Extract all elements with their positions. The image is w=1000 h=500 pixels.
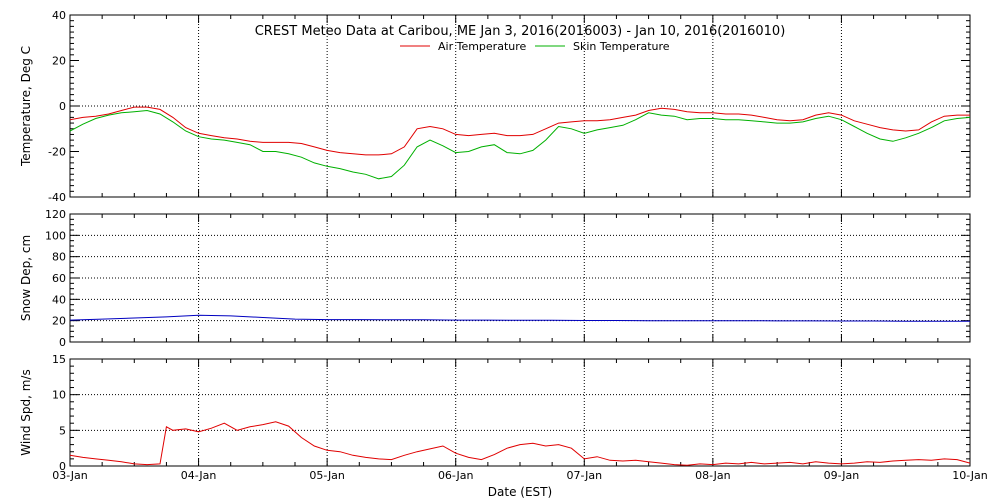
plot-frame	[69, 213, 971, 343]
y-tick-label: 100	[45, 229, 66, 242]
x-tick-label: 10-Jan	[952, 469, 988, 482]
x-tick-label: 06-Jan	[438, 469, 474, 482]
y-tick-label: 0	[59, 336, 66, 349]
y-tick-label: 40	[52, 9, 66, 22]
y-tick-label: 20	[52, 55, 66, 68]
x-tick-label: 07-Jan	[567, 469, 603, 482]
x-tick-label: 05-Jan	[309, 469, 345, 482]
y-tick-label: 80	[52, 251, 66, 264]
y-tick-label: 5	[59, 424, 66, 437]
y-tick-label: 120	[45, 208, 66, 221]
x-tick-label: 04-Jan	[181, 469, 217, 482]
y-axis-title: Snow Dep, cm	[19, 235, 33, 321]
legend-entry: Skin Temperature	[573, 40, 670, 53]
chart-title: CREST Meteo Data at Caribou, ME Jan 3, 2…	[255, 24, 786, 39]
y-tick-label: 20	[52, 315, 66, 328]
y-tick-label: -40	[48, 191, 66, 204]
y-tick-label: -20	[48, 146, 66, 159]
series-line-panel-1	[69, 314, 971, 322]
y-tick-label: 0	[59, 460, 66, 473]
y-axis-title: Temperature, Deg C	[19, 46, 33, 167]
y-tick-label: 0	[59, 100, 66, 113]
x-tick-label: 09-Jan	[824, 469, 860, 482]
y-tick-label: 10	[52, 389, 66, 402]
series-line-panel-2	[69, 421, 971, 466]
y-tick-label: 40	[52, 293, 66, 306]
x-tick-label: 03-Jan	[52, 469, 88, 482]
x-axis-title: Date (EST)	[488, 485, 552, 499]
plot-frame	[69, 14, 971, 198]
legend-entry: Air Temperature	[438, 40, 527, 53]
plot-frame	[69, 358, 971, 467]
series-line-skin-temperature	[69, 109, 971, 180]
x-tick-label: 08-Jan	[695, 469, 731, 482]
y-tick-label: 60	[52, 272, 66, 285]
y-tick-label: 15	[52, 353, 66, 366]
series-line-air-temperature	[69, 106, 970, 156]
y-axis-title: Wind Spd, m/s	[19, 369, 33, 455]
